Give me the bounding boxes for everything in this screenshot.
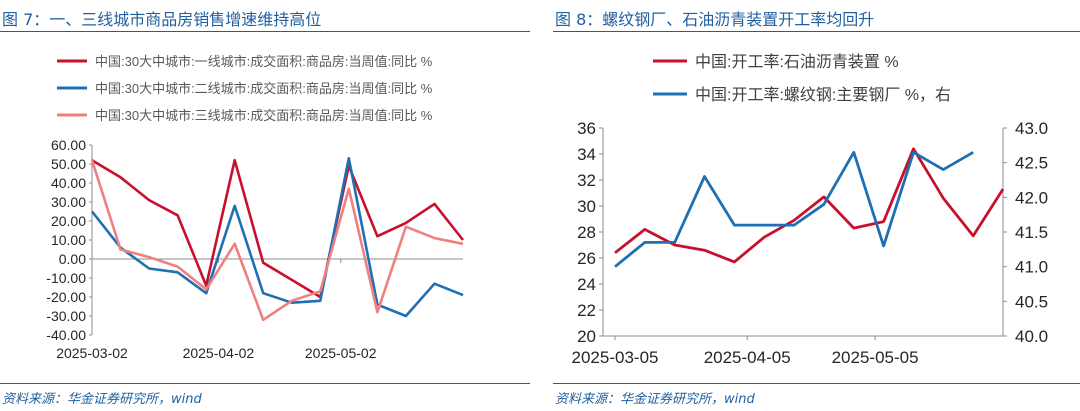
- legend-label: 中国:30大中城市:一线城市:成交面积:商品房:当周值:同比 %: [95, 54, 433, 69]
- source-note: 资料来源：华金证券研究所，wind: [2, 392, 202, 407]
- y-tick-label: 20.00: [51, 213, 86, 229]
- y-tick-label: -30.00: [46, 308, 86, 324]
- y2-tick-label: 41.0: [1015, 258, 1048, 277]
- y-tick-label: 0.00: [59, 251, 86, 267]
- legend-label: 中国:30大中城市:三线城市:成交面积:商品房:当周值:同比 %: [95, 108, 433, 123]
- y-tick-label: -10.00: [46, 270, 86, 286]
- legend-label: 中国:30大中城市:二线城市:成交面积:商品房:当周值:同比 %: [95, 81, 433, 96]
- y-tick-label: 30: [577, 197, 596, 216]
- source-note: 资料来源：华金证券研究所，wind: [555, 392, 755, 407]
- chart-title: 图 8：螺纹钢厂、石油沥青装置开工率均回升: [555, 10, 875, 29]
- y2-tick-label: 42.0: [1015, 188, 1048, 207]
- y-tick-label: 60.00: [51, 137, 86, 153]
- y-tick-label: 30.00: [51, 194, 86, 210]
- chart-1-plot: 中国:30大中城市:一线城市:成交面积:商品房:当周值:同比 % 中国:30大中城…: [46, 54, 465, 361]
- x-tick-label: 2025-05-05: [832, 348, 919, 367]
- y2-tick-label: 42.5: [1015, 154, 1048, 173]
- y-tick-label: 36: [577, 119, 596, 138]
- series-line-2: [614, 150, 974, 268]
- y2-tick-label: 43.0: [1015, 119, 1048, 138]
- y-tick-label: 26: [577, 249, 596, 268]
- series-line-2: [90, 157, 464, 318]
- y2-tick-label: 40.5: [1015, 292, 1048, 311]
- x-tick-label: 2025-03-05: [572, 348, 659, 367]
- y-tick-label: 40.00: [51, 175, 86, 191]
- y-tick-label: 20: [577, 327, 596, 346]
- y2-tick-label: 41.5: [1015, 223, 1048, 242]
- y-tick-label: 22: [577, 301, 596, 320]
- y-tick-label: 32: [577, 171, 596, 190]
- chart-2-plot: 中国:开工率:石油沥青装置 % 中国:开工率:螺纹钢:主要钢厂 %，右 36 34 32…: [572, 53, 1049, 367]
- series-line-1: [614, 147, 1005, 264]
- title-rule: [0, 31, 530, 32]
- title-rule: [553, 31, 1080, 32]
- y-tick-label: 10.00: [51, 232, 86, 248]
- series-line-3: [90, 159, 464, 322]
- series-line-1: [91, 158, 465, 299]
- y2-tick-label: 40.0: [1015, 327, 1048, 346]
- x-tick-label: 2025-04-05: [704, 348, 791, 367]
- y-tick-label: 28: [577, 223, 596, 242]
- chart-panel-2: 图 8：螺纹钢厂、石油沥青装置开工率均回升 中国:开工率:石油沥青装置 % 中国:…: [553, 0, 1080, 411]
- x-tick-label: 2025-03-02: [56, 345, 128, 361]
- y-tick-label: -40.00: [46, 327, 86, 343]
- source-rule: [0, 383, 530, 384]
- legend-label: 中国:开工率:螺纹钢:主要钢厂 %，右: [695, 86, 951, 104]
- x-tick-label: 2025-05-02: [305, 345, 377, 361]
- source-rule: [553, 383, 1080, 384]
- chart-title: 图 7：一、三线城市商品房销售增速维持高位: [2, 10, 322, 29]
- y-tick-label: 50.00: [51, 156, 86, 172]
- y-tick-label: -20.00: [46, 289, 86, 305]
- chart-panel-1: 图 7：一、三线城市商品房销售增速维持高位 中国:30大中城市:一线城市:成交面…: [0, 0, 530, 411]
- y-tick-label: 34: [577, 145, 596, 164]
- legend-label: 中国:开工率:石油沥青装置 %: [695, 53, 899, 71]
- x-tick-label: 2025-04-02: [183, 345, 255, 361]
- y-tick-label: 24: [577, 275, 596, 294]
